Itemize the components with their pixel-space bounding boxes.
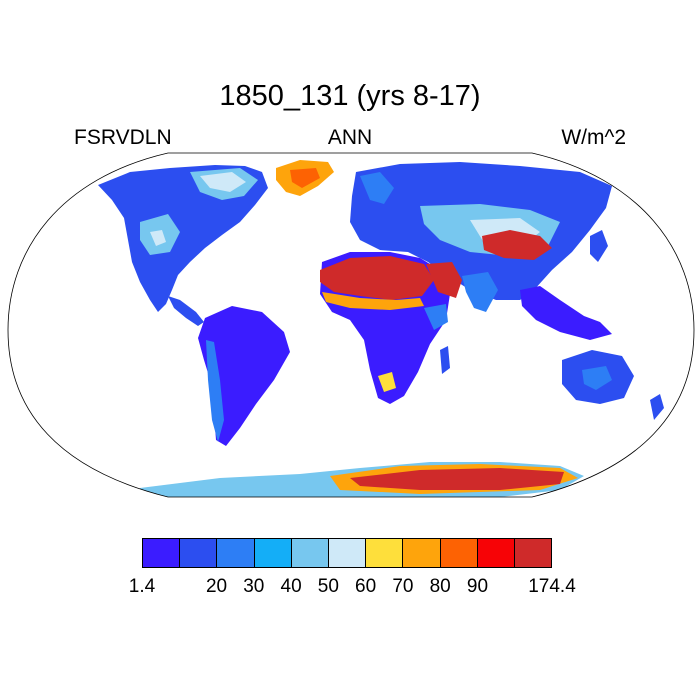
southeast-asia: [520, 286, 612, 340]
colorbar-box-0: [143, 539, 181, 567]
colorbar-label: 1.4: [128, 576, 156, 597]
kalahari: [378, 372, 396, 392]
colorbar-box-6: [366, 539, 404, 567]
canadian-arctic-snow: [200, 172, 246, 192]
map-fill-layer: [98, 160, 664, 497]
india: [462, 272, 498, 312]
colorbar-box-3: [254, 539, 292, 567]
sahel-band: [322, 292, 424, 310]
central-america: [168, 296, 204, 326]
plot-title: 1850_131 (yrs 8-17): [219, 80, 481, 112]
colorbar-label: 174.4: [528, 576, 576, 597]
colorbar-label: 70: [392, 576, 414, 597]
center-string: ANN: [327, 126, 373, 149]
north-america-landmass: [98, 165, 268, 312]
gobi-desert: [482, 230, 552, 260]
australia-interior: [582, 366, 612, 390]
scandinavia: [360, 172, 394, 204]
left-string: FSRVDLN: [74, 126, 172, 149]
colorbar-box-8: [440, 539, 478, 567]
colorbar-label: 80: [429, 576, 451, 597]
horn-of-africa: [424, 304, 448, 330]
colorbar-box-4: [291, 539, 329, 567]
colorbar: [142, 538, 552, 568]
colorbar-label: 30: [243, 576, 265, 597]
greenland-core: [290, 168, 320, 188]
colorbar-box-1: [180, 539, 218, 567]
units-string: W/m^2: [561, 126, 626, 149]
colorbar-label: 90: [466, 576, 489, 597]
colorbar-label: 20: [205, 576, 228, 597]
colorbar-label: 60: [355, 576, 377, 597]
arabian-peninsula: [426, 262, 462, 298]
colorbar-box-7: [403, 539, 441, 567]
colorbar-label: 40: [280, 576, 302, 597]
north-america-highlight: [150, 230, 166, 246]
colorbar-label: 50: [317, 576, 339, 597]
new-zealand: [650, 394, 664, 420]
colorbar-box-9: [477, 539, 515, 567]
sahara-desert: [320, 256, 434, 300]
colorbar-box-2: [217, 539, 255, 567]
east-antarctica-plateau: [350, 468, 564, 490]
colorbar-box-10: [514, 539, 552, 567]
japan: [590, 230, 608, 262]
andes-strip: [206, 340, 224, 442]
colorbar-box-5: [328, 539, 367, 567]
map-outline: [7, 152, 695, 498]
madagascar: [440, 346, 450, 374]
